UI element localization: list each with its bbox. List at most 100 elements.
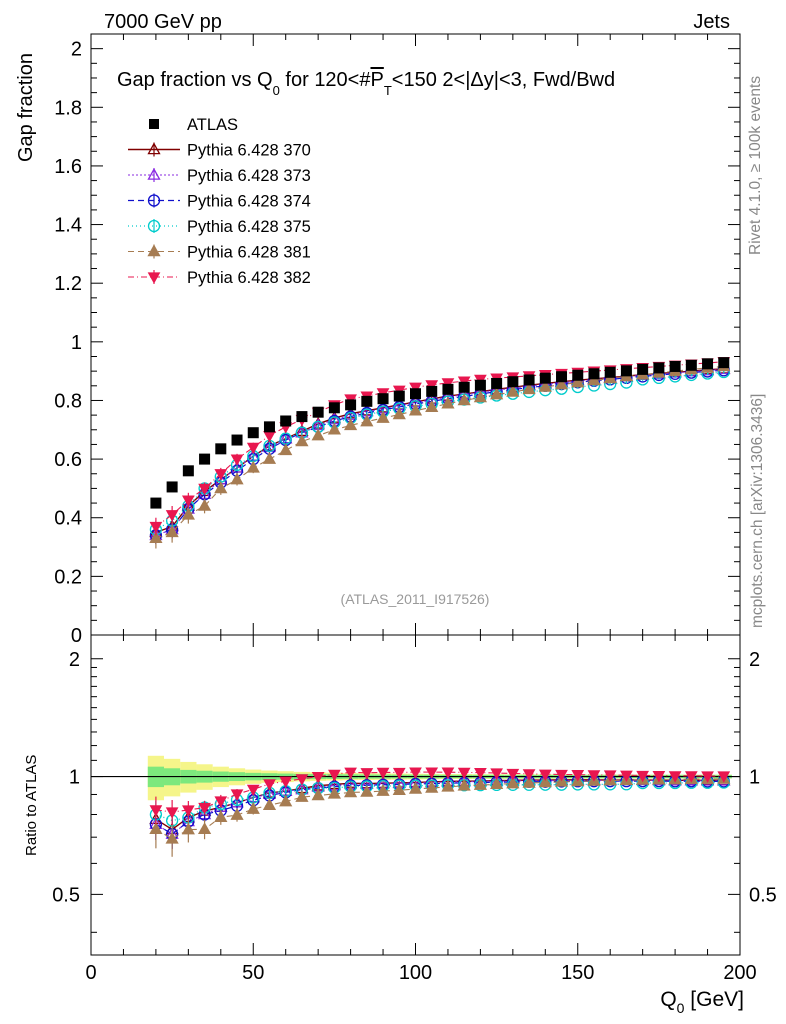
series-line-375 — [155, 371, 724, 531]
y-tick-label-main: 0 — [71, 625, 82, 647]
atlas-point — [442, 383, 454, 395]
y-tick-label-ratio-right: 2 — [749, 649, 760, 671]
y-tick-label-main: 0.8 — [54, 390, 82, 412]
series-ratio-point-382 — [474, 767, 487, 780]
series-ratio-point-381 — [295, 790, 309, 802]
atlas-point — [361, 395, 373, 407]
legend-marker — [147, 142, 161, 155]
series-ratio-point-382 — [717, 771, 731, 783]
series-ratio-point-382 — [620, 770, 633, 783]
series-ratio-point-382 — [490, 768, 503, 780]
series-point-382 — [149, 521, 163, 534]
series-point-382 — [198, 483, 211, 496]
series-ratio-point-382 — [538, 769, 552, 782]
series-ratio-point-381 — [408, 781, 423, 794]
chart-layer: 0 50 100 150 200 0 0.2 0.4 0.6 0.8 1 1.2 1.4 1.6 1.8 2 0… — [52, 33, 777, 984]
series-line-374 — [155, 369, 724, 536]
series-point-381 — [327, 422, 341, 435]
series-ratio-point-381 — [149, 822, 163, 835]
atlas-point — [718, 357, 730, 369]
atlas-point — [539, 372, 551, 384]
y-tick-label-main: 0.2 — [54, 566, 82, 588]
series-line-370 — [155, 368, 724, 534]
series-point-381 — [587, 373, 601, 386]
series-line-382 — [155, 361, 724, 527]
y-tick-label-ratio-right: 0.5 — [749, 884, 777, 906]
ratio-frame — [90, 634, 741, 956]
series-point-381 — [571, 375, 585, 388]
legend-label: Pythia 6.428 370 — [187, 142, 311, 160]
series-point-381 — [408, 403, 423, 416]
series-ratio-point-382 — [555, 769, 568, 782]
series-point-381 — [295, 434, 309, 447]
series-point-382 — [246, 442, 260, 455]
series-ratio-point-382 — [652, 771, 666, 783]
series-ratio-point-382 — [392, 767, 406, 780]
series-point-381 — [230, 472, 244, 485]
series-point-382 — [263, 431, 276, 443]
series-ratio-point-381 — [392, 783, 406, 796]
legend-marker — [147, 167, 161, 180]
series-ratio-point-382 — [636, 770, 649, 783]
plot-title: Gap fraction vs Q0 for 120<#PT<150 2<|Δy… — [117, 69, 615, 98]
y-tick-label-ratio-right: 1 — [749, 767, 760, 789]
series-ratio-point-382 — [230, 789, 244, 801]
series-point-381 — [343, 418, 358, 431]
series-ratio-point-381 — [165, 831, 179, 844]
series-ratio-point-381 — [457, 778, 471, 791]
series-ratio-point-381 — [246, 801, 260, 814]
y-tick-label-main: 0.6 — [54, 449, 82, 471]
legend-label: Pythia 6.428 374 — [187, 193, 311, 211]
series-ratio-point-382 — [603, 770, 617, 782]
series-point-381 — [490, 387, 504, 400]
y-tick-label-main: 1.2 — [54, 273, 82, 295]
series-point-382 — [409, 382, 422, 395]
atlas-point — [507, 376, 519, 388]
series-point-381 — [149, 531, 163, 544]
atlas-point — [328, 402, 340, 414]
y-tick-label-main: 1 — [71, 332, 82, 354]
series-point-381 — [376, 410, 390, 423]
series-ratio-point-381 — [197, 822, 212, 835]
series-ratio-point-381 — [279, 794, 293, 807]
legend-marker — [147, 219, 161, 233]
series-ratio-point-381 — [360, 784, 374, 797]
series-ratio-point-382 — [263, 779, 276, 791]
series-point-381 — [441, 396, 455, 409]
series-ratio-point-381 — [522, 775, 536, 788]
series-point-381 — [473, 390, 488, 403]
series-ratio-point-382 — [165, 807, 179, 819]
legend-label: ATLAS — [187, 116, 238, 134]
x-tick-label: 50 — [242, 962, 264, 984]
series-ratio-point-381 — [262, 798, 277, 810]
atlas-point — [426, 385, 438, 397]
series-line-373 — [155, 368, 724, 536]
legend-label: Pythia 6.428 382 — [187, 269, 311, 287]
atlas-point — [231, 434, 243, 446]
series-point-381 — [165, 525, 179, 538]
series-ratio-point-381 — [327, 786, 341, 799]
legend-marker — [149, 119, 159, 129]
series-point-381 — [522, 382, 536, 395]
series-ratio-point-382 — [344, 767, 357, 780]
atlas-point — [182, 465, 194, 477]
series-ratio-point-382 — [701, 771, 714, 783]
series-point-381 — [311, 428, 325, 441]
atlas-point — [572, 369, 584, 381]
atlas-point — [637, 363, 649, 375]
series-point-381 — [279, 443, 293, 456]
atlas-point — [588, 368, 600, 380]
x-tick-label: 0 — [85, 962, 96, 984]
legend-entry-382: Pythia 6.428 382 — [128, 269, 311, 287]
series-ratio-point-381 — [490, 777, 504, 790]
atlas-point — [685, 359, 697, 371]
series-ratio-point-382 — [295, 774, 309, 786]
atlas-point — [215, 443, 227, 455]
y-tick-label-ratio: 0.5 — [52, 884, 80, 906]
series-ratio-point-382 — [441, 767, 455, 779]
y-tick-label-ratio: 1 — [69, 767, 80, 789]
atlas-point — [312, 406, 324, 418]
y-tick-label-main: 0.4 — [54, 508, 82, 530]
series-point-381 — [392, 407, 406, 420]
